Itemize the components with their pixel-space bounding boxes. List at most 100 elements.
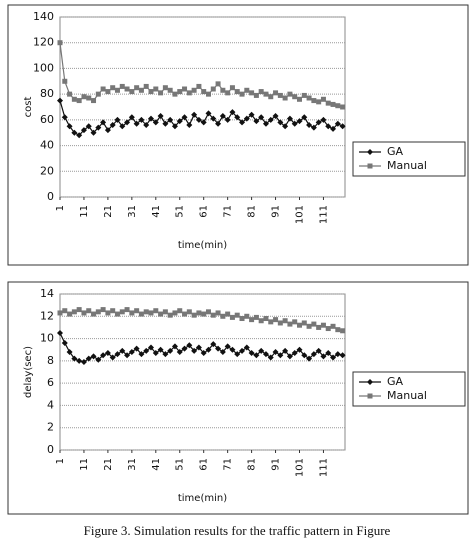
data-point [248, 350, 255, 357]
data-point [253, 118, 260, 125]
legend-label: Manual [387, 159, 427, 172]
data-point [80, 127, 87, 134]
data-point [306, 355, 313, 362]
legend-marker [367, 163, 373, 169]
data-point [225, 311, 231, 317]
x-tick-label: 51 [175, 458, 186, 471]
legend [352, 141, 466, 177]
data-point [225, 90, 231, 96]
data-point [62, 308, 68, 314]
x-tick-label: 71 [223, 458, 234, 471]
data-point [186, 90, 192, 96]
data-point [196, 310, 202, 316]
data-point [219, 348, 226, 355]
data-point [105, 310, 111, 316]
x-tick-label: 111 [318, 205, 329, 224]
data-point [239, 91, 245, 97]
data-point [86, 308, 92, 314]
data-point [272, 348, 279, 355]
x-tick-label: 31 [127, 205, 138, 218]
data-point [234, 89, 240, 95]
data-point [320, 353, 327, 360]
data-point [124, 352, 131, 359]
data-point [219, 113, 226, 119]
data-point [138, 351, 145, 358]
data-point [153, 308, 159, 314]
data-point [90, 353, 97, 360]
data-point [162, 351, 169, 358]
y-tick-label: 14 [40, 287, 54, 300]
x-tick-label: 71 [223, 205, 234, 218]
data-point [306, 95, 312, 101]
data-point [191, 87, 197, 93]
data-point [210, 341, 217, 348]
x-tick-label: 41 [151, 458, 162, 471]
data-point [143, 122, 150, 128]
data-point [292, 319, 298, 325]
legend-label: GA [387, 145, 404, 158]
data-point [181, 114, 188, 121]
data-point [316, 99, 322, 105]
x-tick-label: 21 [103, 458, 114, 471]
data-point [267, 354, 274, 361]
data-point [57, 330, 63, 336]
data-point [119, 123, 126, 130]
data-point [182, 86, 188, 92]
data-point [248, 111, 255, 118]
data-point [134, 308, 140, 314]
y-axis-label: cost [23, 97, 34, 118]
data-point [291, 120, 298, 127]
data-point [277, 352, 284, 359]
x-axis-label: time(min) [178, 240, 227, 251]
data-point [286, 353, 293, 360]
data-point [339, 123, 346, 130]
data-point [143, 309, 149, 315]
data-point [296, 118, 303, 125]
y-tick-label: 140 [33, 10, 54, 23]
data-point [177, 89, 183, 95]
data-point [195, 344, 202, 351]
data-point [263, 316, 269, 322]
data-point [71, 96, 77, 102]
x-tick-label: 51 [175, 205, 186, 218]
data-point [114, 87, 120, 93]
data-point [268, 319, 274, 325]
data-point [272, 113, 279, 119]
x-tick-label: 21 [103, 205, 114, 218]
data-point [282, 318, 288, 324]
data-point [91, 311, 97, 317]
data-point [167, 347, 174, 354]
data-point [157, 113, 164, 119]
data-point [128, 348, 135, 355]
y-tick-label: 120 [33, 36, 54, 49]
data-point [301, 352, 308, 359]
data-point [61, 340, 68, 347]
data-point [138, 311, 144, 317]
data-point [62, 78, 68, 84]
data-point [124, 307, 130, 313]
data-point [205, 110, 212, 117]
data-point [81, 310, 87, 316]
data-point [205, 346, 212, 353]
data-point [229, 314, 235, 320]
data-point [311, 321, 317, 327]
data-point [138, 87, 144, 93]
x-axis-label: time(min) [178, 493, 227, 504]
data-point [71, 129, 78, 136]
x-tick-label: 111 [318, 458, 329, 477]
data-point [296, 322, 302, 328]
data-point [229, 109, 236, 116]
data-point [167, 87, 173, 93]
data-point [200, 119, 207, 126]
data-point [171, 343, 178, 350]
plot-area [59, 16, 346, 198]
data-point [335, 327, 341, 333]
data-point [258, 114, 265, 121]
x-tick-label: 41 [151, 205, 162, 218]
data-point [220, 313, 226, 319]
data-point [277, 92, 283, 98]
data-point [335, 103, 341, 109]
data-point [301, 320, 307, 326]
data-point [215, 345, 222, 352]
data-point [110, 85, 116, 91]
